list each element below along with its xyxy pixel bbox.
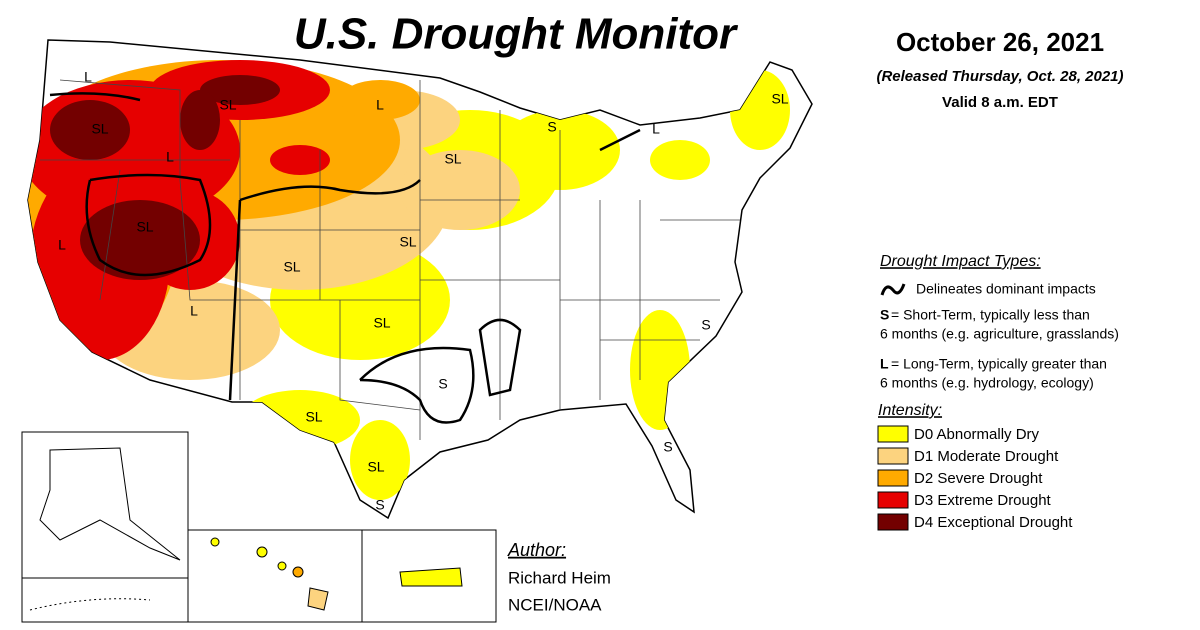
aleutians: [29, 598, 151, 611]
alaska-shape: [39, 447, 181, 561]
drought-area: [50, 100, 130, 160]
delineates: Delineates dominant impacts: [916, 281, 1096, 297]
drought-area: [80, 200, 200, 280]
drought-area: [200, 75, 280, 105]
intensity-label: D0 Abnormally Dry: [914, 426, 1040, 443]
impact-label: SL: [444, 151, 461, 167]
impact-label: S: [438, 376, 447, 392]
impact-label: S: [663, 439, 672, 455]
intensity-heading: Intensity:: [878, 402, 942, 419]
title: U.S. Drought Monitor: [294, 10, 739, 59]
impact-label: SL: [283, 259, 300, 275]
intensity-label: D2 Severe Drought: [914, 470, 1043, 487]
intensity-swatch: [877, 491, 909, 509]
hawaii-islands: [210, 537, 329, 611]
released: (Released Thursday, Oct. 28, 2021): [876, 68, 1123, 85]
impact-label: SL: [91, 121, 108, 137]
author-org: NCEI/NOAA: [508, 595, 602, 614]
intensity-swatch: [877, 469, 909, 487]
intensity-legend: D0 Abnormally Dry D1 Moderate Drought D2 S…: [877, 425, 1073, 531]
alaska-aleutian-box: [21, 577, 189, 623]
drought-area: [650, 140, 710, 180]
intensity-swatch: [877, 425, 909, 443]
long-key: L: [880, 356, 889, 372]
long-line: = Long-Term, typically greater than: [891, 356, 1107, 372]
author-heading: Author:: [507, 540, 566, 560]
intensity-swatch: [877, 513, 909, 531]
intensity-swatch: [877, 447, 909, 465]
drought-area: [240, 390, 360, 450]
drought-area: [350, 420, 410, 500]
intensity-label: D4 Exceptional Drought: [914, 514, 1073, 531]
impact-label: SL: [219, 97, 236, 113]
drought-area: [400, 150, 520, 230]
impact-label: L: [190, 303, 198, 319]
intensity-label: D3 Extreme Drought: [914, 492, 1052, 509]
impact-label: SL: [771, 91, 788, 107]
short-line: 6 months (e.g. agriculture, grasslands): [880, 326, 1119, 342]
drought-area: [180, 90, 220, 150]
valid: Valid 8 a.m. EDT: [942, 94, 1058, 111]
impact-label: SL: [373, 315, 390, 331]
drought-area: [340, 80, 420, 120]
impact-label: SL: [367, 459, 384, 475]
conus-map: LSLLSLSLLSLSLSLSLLSLLSLSSSLSLSSSS: [27, 39, 813, 607]
impact-label: S: [701, 317, 710, 333]
drought-areas: [28, 60, 790, 500]
impact-label: L: [84, 69, 92, 85]
impact-line-key: [880, 283, 906, 296]
state-lines: [40, 79, 740, 440]
short-key: S: [880, 307, 889, 323]
author-name: Richard Heim: [508, 568, 611, 587]
puerto-rico-shape: [399, 567, 463, 587]
impact-label: S: [547, 119, 556, 135]
map-labels: LSLLSLSLLSLSLSLSLLSLLSLSSSLSLSSSS: [58, 69, 789, 607]
drought-area: [270, 145, 330, 175]
impact-label: L: [652, 121, 660, 137]
impact-label: L: [166, 149, 174, 165]
impact-label: SL: [399, 234, 416, 250]
impact-label: SL: [136, 219, 153, 235]
impact-label: L: [376, 97, 384, 113]
impact-label: S: [375, 497, 384, 513]
insets: [21, 431, 497, 623]
short-line: = Short-Term, typically less than: [891, 307, 1090, 323]
impact-lines: [49, 92, 641, 424]
long-line: 6 months (e.g. hydrology, ecology): [880, 375, 1094, 391]
impact-label: SL: [305, 409, 322, 425]
date: October 26, 2021: [896, 27, 1104, 57]
impact-label: L: [58, 237, 66, 253]
intensity-label: D1 Moderate Drought: [914, 448, 1059, 465]
impact-heading: Drought Impact Types:: [880, 253, 1041, 270]
